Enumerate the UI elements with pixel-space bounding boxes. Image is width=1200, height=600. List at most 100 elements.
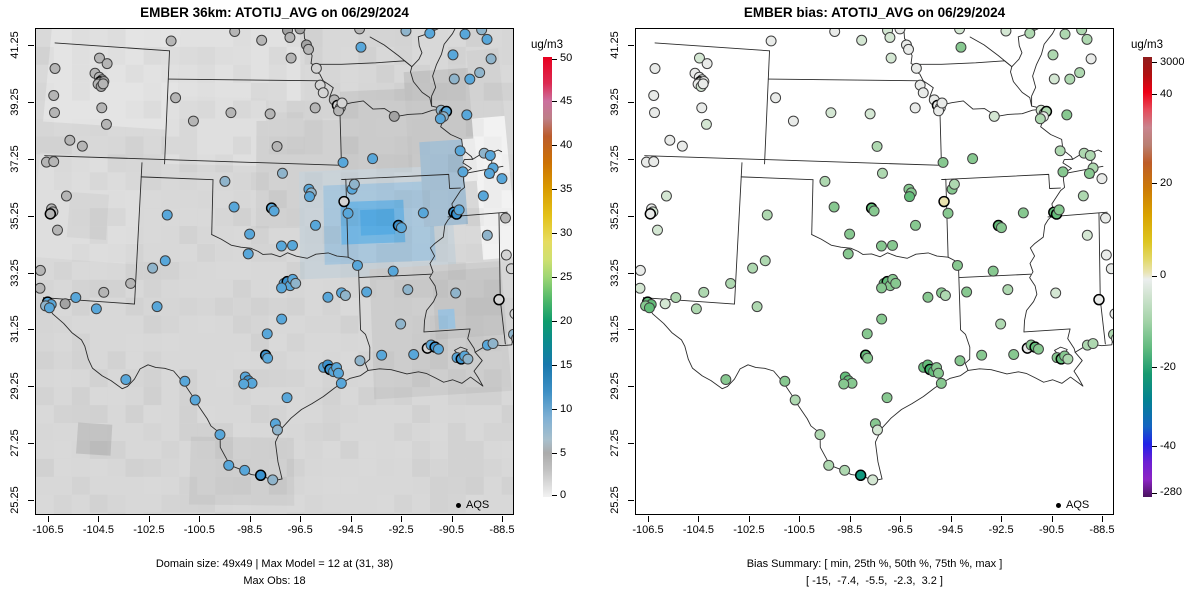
model-colorbar	[543, 57, 552, 497]
obs-site-dot	[275, 240, 287, 252]
x-axis-tick	[401, 516, 403, 522]
raster-grid-cell	[448, 477, 466, 495]
raster-grid-cell	[466, 262, 484, 280]
obs-site-dot	[159, 255, 171, 267]
obs-site-dot	[871, 140, 883, 152]
colorbar-tick-label: 30	[560, 226, 573, 239]
raster-grid-cell	[430, 441, 448, 459]
bias-colorbar-unit-label: ug/m3	[1131, 39, 1163, 51]
raster-grid-cell	[251, 280, 269, 298]
raster-grid-cell	[36, 495, 54, 513]
raster-grid-cell	[269, 369, 287, 387]
obs-site-dot	[395, 318, 407, 330]
raster-grid-cell	[412, 477, 430, 495]
raster-grid-cell	[108, 387, 126, 405]
raster-grid-cell	[143, 244, 161, 262]
obs-site-dot	[976, 349, 988, 361]
raster-grid-cell	[197, 298, 215, 316]
y-axis-tick-label: 29.25	[9, 372, 21, 401]
obs-site-dot	[151, 301, 163, 313]
raster-grid-cell	[430, 423, 448, 441]
raster-grid-cell	[394, 405, 412, 423]
raster-grid-cell	[108, 495, 126, 513]
x-axis-tick-label: -92.5	[388, 524, 414, 536]
obs-site-dot	[481, 229, 493, 241]
raster-grid-cell	[484, 405, 502, 423]
raster-grid-cell	[143, 29, 161, 47]
raster-grid-cell	[36, 47, 54, 65]
obs-site-dot	[664, 134, 676, 146]
raster-grid-cell	[233, 316, 251, 334]
obs-site-dot	[493, 293, 505, 306]
raster-grid-cell	[323, 226, 341, 244]
raster-grid-cell	[215, 351, 233, 369]
obs-site-dot	[408, 349, 420, 360]
obs-site-dot	[876, 313, 888, 325]
raster-grid-cell	[430, 387, 448, 405]
raster-grid-cell	[323, 423, 341, 441]
raster-grid-cell	[466, 387, 484, 405]
raster-grid-cell	[197, 513, 215, 514]
raster-grid-cell	[90, 405, 108, 423]
raster-grid-cell	[502, 423, 513, 441]
colorbar-tick-label: -280	[1160, 486, 1183, 499]
obs-site-dot	[694, 52, 705, 64]
colorbar-tick-label: -20	[1160, 360, 1176, 373]
raster-grid-cell	[448, 405, 466, 423]
x-axis-tick-label: -106.5	[632, 524, 664, 536]
obs-site-dot	[59, 298, 71, 310]
raster-grid-cell	[340, 47, 358, 65]
x-axis-tick-label: -102.5	[733, 524, 765, 536]
raster-grid-cell	[305, 262, 323, 280]
obs-site-dot	[885, 52, 897, 64]
obs-site-dot	[955, 41, 967, 53]
raster-grid-cell	[448, 226, 466, 244]
raster-grid-cell	[108, 244, 126, 262]
raster-grid-cell	[72, 513, 90, 514]
x-axis-tick-label: -88.5	[1089, 524, 1115, 536]
raster-grid-cell	[376, 244, 394, 262]
raster-grid-cell	[376, 441, 394, 459]
raster-grid-cell	[305, 477, 323, 495]
raster-grid-cell	[161, 280, 179, 298]
raster-grid-cell	[161, 101, 179, 119]
obs-site-dot	[304, 191, 315, 203]
raster-grid-cell	[72, 441, 90, 459]
colorbar-tick-label: 15	[560, 358, 573, 371]
raster-grid-cell	[36, 136, 54, 154]
raster-grid-cell	[376, 226, 394, 244]
obs-site-dot	[652, 224, 663, 236]
raster-grid-cell	[72, 244, 90, 262]
state-border-line	[367, 351, 484, 387]
obs-site-dot	[287, 239, 298, 251]
obs-site-dot	[481, 33, 493, 45]
colorbar-tick	[552, 145, 557, 146]
obs-site-dot	[239, 464, 251, 476]
raster-grid-cell	[412, 298, 430, 316]
raster-grid-cell	[126, 226, 144, 244]
obs-site-dot	[961, 286, 973, 298]
obs-site-dot	[294, 29, 306, 35]
raster-grid-cell	[448, 441, 466, 459]
raster-grid-cell	[358, 136, 376, 154]
obs-site-dot	[698, 286, 710, 298]
raster-grid-cell	[412, 280, 430, 298]
colorbar-tick	[1152, 183, 1157, 185]
model-raster-patch	[163, 95, 266, 167]
raster-grid-cell	[233, 298, 251, 316]
raster-grid-cell	[323, 316, 341, 334]
raster-grid-cell	[179, 136, 197, 154]
raster-grid-cell	[233, 172, 251, 190]
obs-site-dot	[477, 190, 489, 202]
raster-grid-cell	[287, 423, 305, 441]
raster-grid-cell	[251, 154, 269, 172]
x-axis-tick	[900, 516, 902, 522]
obs-site-dot	[819, 175, 831, 187]
obs-site-dot	[52, 224, 63, 236]
x-axis-tick	[148, 516, 150, 522]
raster-grid-cell	[143, 280, 161, 298]
obs-site-dot	[995, 318, 1007, 330]
state-border-line	[644, 155, 942, 166]
raster-grid-cell	[54, 351, 72, 369]
raster-grid-cell	[251, 387, 269, 405]
